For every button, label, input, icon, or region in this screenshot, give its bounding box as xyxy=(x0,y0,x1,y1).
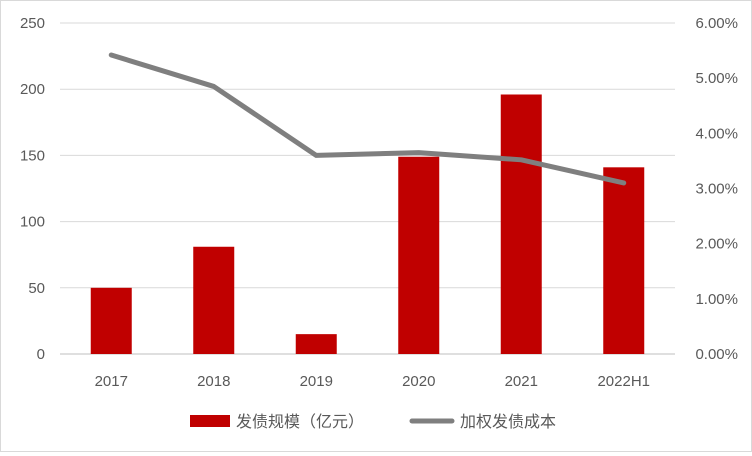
gridlines xyxy=(60,23,675,354)
right-axis-tick-label: 5.00% xyxy=(695,70,738,87)
bar-2018 xyxy=(193,247,234,354)
x-axis: 2017 2018 2019 2020 2021 2022H1 xyxy=(95,373,650,390)
legend-bar-label: 发债规模（亿元） xyxy=(236,413,364,431)
x-axis-tick-label: 2020 xyxy=(402,373,435,390)
legend-line-label: 加权发债成本 xyxy=(460,413,556,431)
left-axis-tick-label: 250 xyxy=(20,15,45,32)
bar-2019 xyxy=(296,334,337,354)
bar-2022H1 xyxy=(603,167,644,354)
left-axis-tick-label: 200 xyxy=(20,81,45,98)
x-axis-tick-label: 2018 xyxy=(197,373,230,390)
left-axis-tick-label: 150 xyxy=(20,147,45,164)
bar-2021 xyxy=(501,94,542,354)
x-axis-tick-label: 2021 xyxy=(505,373,538,390)
legend: 发债规模（亿元） 加权发债成本 xyxy=(190,413,556,431)
bar-series xyxy=(91,94,645,354)
x-axis-tick-label: 2022H1 xyxy=(597,373,650,390)
x-axis-tick-label: 2017 xyxy=(95,373,128,390)
x-axis-tick-label: 2019 xyxy=(300,373,333,390)
left-axis-tick-label: 0 xyxy=(37,346,45,363)
right-axis-tick-label: 3.00% xyxy=(695,181,738,198)
bar-2020 xyxy=(398,157,439,354)
legend-bar-swatch xyxy=(190,415,230,427)
right-axis-tick-label: 6.00% xyxy=(695,15,738,32)
right-axis-tick-label: 2.00% xyxy=(695,236,738,253)
right-axis: 0.00% 1.00% 2.00% 3.00% 4.00% 5.00% 6.00% xyxy=(695,15,738,363)
left-axis-tick-label: 50 xyxy=(28,280,45,297)
left-axis: 0 50 100 150 200 250 xyxy=(20,15,45,363)
right-axis-tick-label: 0.00% xyxy=(695,346,738,363)
bar-2017 xyxy=(91,288,132,354)
right-axis-tick-label: 1.00% xyxy=(695,291,738,308)
right-axis-tick-label: 4.00% xyxy=(695,125,738,142)
line-series xyxy=(111,55,624,183)
cost-line xyxy=(111,55,624,183)
left-axis-tick-label: 100 xyxy=(20,214,45,231)
